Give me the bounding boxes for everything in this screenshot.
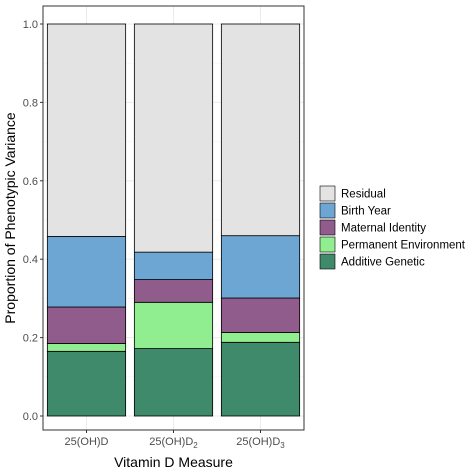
bar-segment-birth-year: [133, 251, 214, 280]
legend-key: [319, 236, 336, 253]
bar-segment-permanent-environment: [133, 301, 214, 349]
bar-segment-birth-year: [46, 236, 127, 308]
bar-segment-additive-genetic: [220, 341, 301, 417]
bar-segment-maternal-identity: [220, 297, 301, 333]
bar-segment-additive-genetic: [133, 348, 214, 417]
legend-key: [319, 219, 336, 236]
legend-label: Maternal Identity: [341, 223, 426, 235]
bar-segment-permanent-environment: [220, 332, 301, 343]
legend-key: [319, 185, 336, 202]
bar-segment-birth-year: [220, 235, 301, 299]
y-axis: 0.0 0.2 0.4 0.6 0.8 1.0: [23, 19, 43, 423]
legend-label: Additive Genetic: [341, 257, 425, 269]
x-tick-label: 25(OH)D: [64, 436, 108, 448]
legend: Residual Birth Year Maternal Identity Perma…: [319, 185, 466, 270]
x-axis-title: Vitamin D Measure: [114, 454, 233, 470]
bar-segment-residual: [46, 23, 127, 237]
y-axis-title: Proportion of Phenotypic Variance: [2, 112, 18, 324]
y-tick-label: 0.6: [23, 176, 38, 188]
x-tick-label: 25(OH)D2: [149, 436, 198, 450]
legend-label: Permanent Environment: [341, 240, 466, 252]
bar-segment-additive-genetic: [46, 350, 127, 417]
y-tick-label: 0.4: [23, 254, 38, 266]
bars: [46, 23, 301, 417]
legend-key: [319, 253, 336, 270]
bar-segment-permanent-environment: [46, 343, 127, 352]
bar-segment-maternal-identity: [46, 306, 127, 344]
legend-label: Birth Year: [341, 206, 391, 218]
y-tick-label: 0.8: [23, 97, 38, 109]
bar-segment-residual: [133, 23, 214, 253]
y-tick-label: 0.2: [23, 333, 38, 345]
y-tick-label: 0.0: [23, 411, 38, 423]
bar-segment-residual: [220, 23, 301, 237]
legend-key: [319, 202, 336, 219]
legend-label: Residual: [341, 189, 386, 201]
bar-segment-maternal-identity: [133, 279, 214, 303]
y-tick-label: 1.0: [23, 19, 38, 31]
x-axis: 25(OH)D 25(OH)D2 25(OH)D3: [64, 430, 285, 450]
x-tick-label: 25(OH)D3: [236, 436, 285, 450]
